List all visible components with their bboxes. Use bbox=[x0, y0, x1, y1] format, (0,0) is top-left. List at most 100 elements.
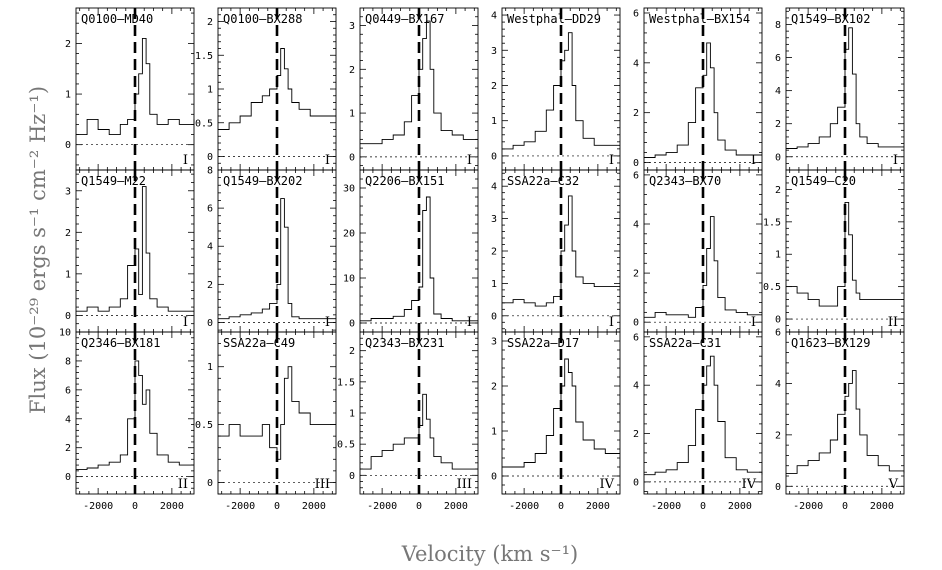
class-label: I bbox=[467, 315, 472, 330]
y-tick-label: 2 bbox=[349, 65, 355, 76]
x-tick-label: 2000 bbox=[302, 501, 326, 512]
y-tick-label: 2 bbox=[491, 247, 497, 258]
panel-13: 0 2 4 6 8 10 -2000 0 2000 Q2346–BX181 II bbox=[59, 328, 195, 512]
spectrum-line bbox=[76, 186, 194, 312]
x-tick-label: 2000 bbox=[160, 501, 184, 512]
y-tick-label: 1 bbox=[775, 250, 781, 261]
y-tick-label: 2 bbox=[491, 81, 497, 92]
x-tick-label: 0 bbox=[558, 501, 564, 512]
y-tick-label: 2 bbox=[65, 443, 71, 454]
y-tick-label: 4 bbox=[65, 414, 71, 425]
y-tick-label: 2 bbox=[775, 185, 781, 196]
spectrum-line bbox=[644, 355, 763, 476]
object-name: Q1549–BX102 bbox=[791, 12, 870, 26]
object-name: Q2343–BX70 bbox=[649, 174, 721, 188]
y-tick-label: 1 bbox=[491, 279, 497, 290]
panel-7: 0 1 2 3 Q1549–M22 I bbox=[65, 169, 195, 333]
x-tick-label: -2000 bbox=[83, 501, 113, 512]
x-tick-label: 2000 bbox=[586, 501, 610, 512]
x-tick-label: -2000 bbox=[509, 501, 539, 512]
object-name: Q1549–M22 bbox=[81, 174, 146, 188]
object-name: SSA22a–C31 bbox=[649, 336, 721, 350]
object-name: SSA22a–C49 bbox=[223, 336, 295, 350]
y-tick-label: 10 bbox=[59, 328, 71, 339]
panel-2: 0 0.5 1 1.5 2 Q0100–BX288 I bbox=[195, 7, 337, 171]
x-axis-label: Velocity (km s⁻¹) bbox=[401, 542, 578, 566]
y-tick-label: 6 bbox=[207, 204, 213, 215]
class-label: III bbox=[457, 477, 472, 492]
y-tick-label: 0 bbox=[207, 152, 213, 163]
y-tick-label: 1.5 bbox=[337, 377, 355, 388]
object-name: Q2206–BX151 bbox=[365, 174, 444, 188]
y-tick-label: 0 bbox=[65, 140, 71, 151]
y-tick-label: 20 bbox=[343, 229, 355, 240]
object-name: Q1549–C20 bbox=[791, 174, 856, 188]
class-label: I bbox=[893, 153, 898, 168]
y-tick-label: 2 bbox=[633, 108, 639, 119]
y-tick-label: 4 bbox=[491, 182, 497, 193]
object-name: Q2343–BX231 bbox=[365, 336, 444, 350]
spectrum-line bbox=[76, 360, 194, 470]
y-tick-label: 6 bbox=[633, 170, 639, 181]
panel-16: 0 1 2 3 -2000 0 2000 SSA22a–D17 IV bbox=[491, 331, 621, 512]
class-label: V bbox=[888, 477, 899, 492]
class-label: I bbox=[183, 315, 188, 330]
y-tick-label: 1 bbox=[491, 427, 497, 438]
spectrum-line bbox=[360, 196, 478, 322]
y-tick-label: 0 bbox=[349, 471, 355, 482]
y-tick-label: 2 bbox=[65, 228, 71, 239]
y-tick-label: 6 bbox=[633, 8, 639, 19]
object-name: Westphal–BX154 bbox=[649, 12, 750, 26]
class-label: II bbox=[178, 477, 188, 492]
y-tick-label: 2 bbox=[207, 280, 213, 291]
y-tick-label: 0 bbox=[491, 472, 497, 483]
panel-14: 0 0.5 1 -2000 0 2000 SSA22a–C49 III bbox=[195, 331, 337, 512]
object-name: SSA22a–D17 bbox=[507, 336, 579, 350]
y-tick-label: 3 bbox=[491, 214, 497, 225]
x-tick-label: 2000 bbox=[870, 501, 894, 512]
class-label: IV bbox=[599, 477, 614, 492]
y-tick-label: 4 bbox=[633, 220, 639, 231]
x-tick-label: -2000 bbox=[651, 501, 681, 512]
y-tick-label: 0 bbox=[775, 152, 781, 163]
spectrum-line bbox=[644, 42, 762, 158]
y-tick-label: 8 bbox=[207, 166, 213, 177]
y-tick-label: 0.5 bbox=[337, 440, 355, 451]
y-tick-label: 0 bbox=[633, 158, 639, 169]
y-tick-label: 4 bbox=[633, 58, 639, 69]
panel-10: 0 1 2 3 4 SSA22a–C32 I bbox=[491, 169, 621, 333]
y-tick-label: 3 bbox=[491, 46, 497, 57]
panel-18: 0 2 4 6 -2000 0 2000 Q1623–BX129 V bbox=[775, 328, 905, 512]
y-tick-label: 1.5 bbox=[763, 217, 781, 228]
y-tick-label: 0 bbox=[207, 478, 213, 489]
y-axis-label: Flux (10⁻²⁹ ergs s⁻¹ cm⁻² Hz⁻¹) bbox=[26, 86, 50, 414]
class-label: I bbox=[609, 153, 614, 168]
y-tick-label: 10 bbox=[343, 274, 355, 285]
x-tick-label: 0 bbox=[416, 501, 422, 512]
class-label: I bbox=[751, 153, 756, 168]
panel-5: 0 2 4 6 Westphal–BX154 I bbox=[633, 7, 763, 171]
panel-6: 0 2 4 6 8 Q1549–BX102 I bbox=[775, 7, 905, 171]
spectrum-line bbox=[502, 358, 620, 468]
y-tick-label: 4 bbox=[207, 242, 213, 253]
spectrum-line bbox=[218, 198, 336, 320]
class-label: IV bbox=[741, 477, 756, 492]
y-tick-label: 6 bbox=[65, 385, 71, 396]
y-tick-label: 30 bbox=[343, 184, 355, 195]
object-name: Westphal–DD29 bbox=[507, 12, 601, 26]
panel-4: 0 1 2 3 4 Westphal–DD29 I bbox=[491, 7, 621, 171]
object-name: Q0449–BX167 bbox=[365, 12, 444, 26]
y-tick-label: 0 bbox=[491, 151, 497, 162]
x-tick-label: -2000 bbox=[367, 501, 397, 512]
spectrum-line bbox=[360, 20, 478, 145]
y-tick-label: 0.5 bbox=[195, 118, 213, 129]
x-tick-label: 0 bbox=[274, 501, 280, 512]
spectrum-line bbox=[502, 195, 620, 307]
y-tick-label: 2 bbox=[65, 39, 71, 50]
y-tick-label: 1 bbox=[207, 362, 213, 373]
y-tick-label: 1 bbox=[207, 85, 213, 96]
y-tick-label: 2 bbox=[491, 382, 497, 393]
y-tick-label: 4 bbox=[491, 11, 497, 22]
panel-15: 0 0.5 1 1.5 2 -2000 0 2000 Q2343–BX231 III bbox=[337, 331, 479, 512]
